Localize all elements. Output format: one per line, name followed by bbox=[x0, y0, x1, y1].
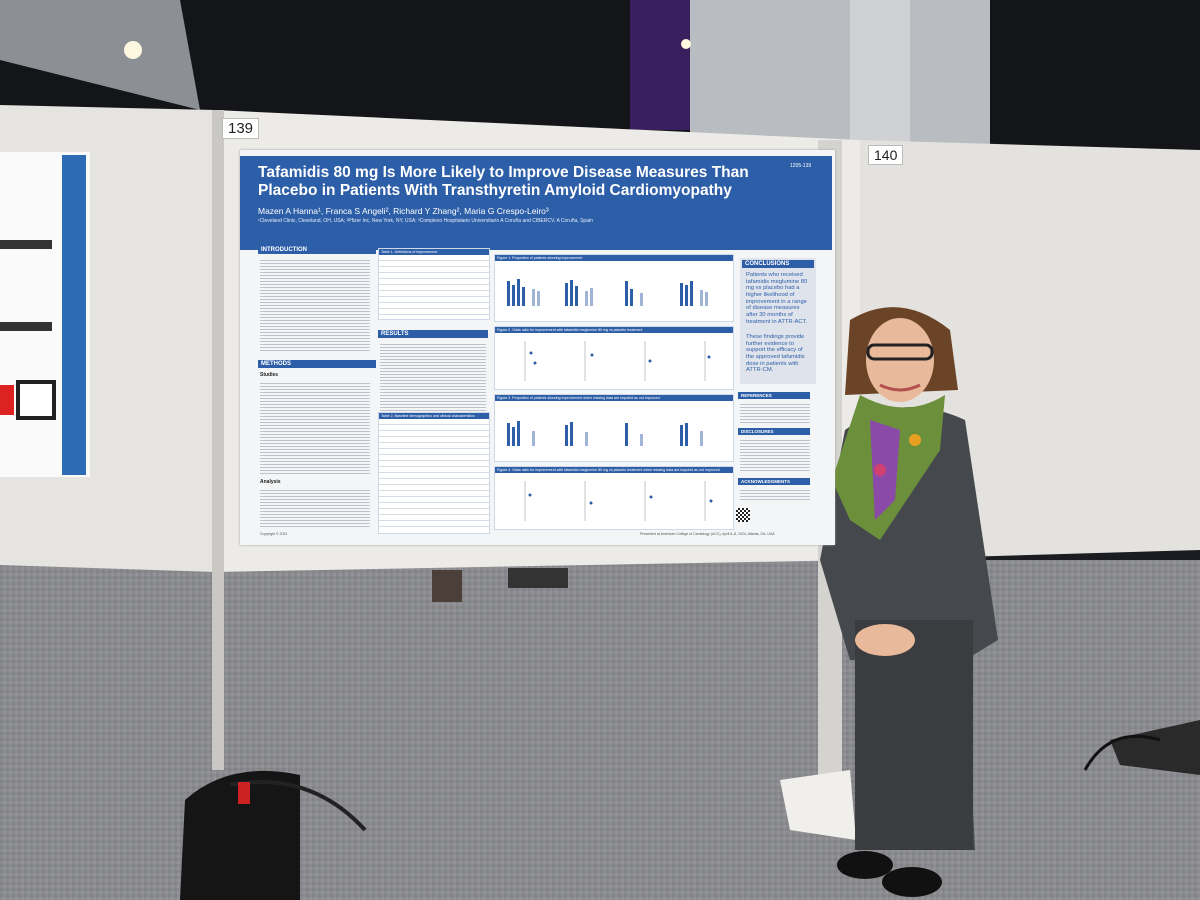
body-text bbox=[380, 342, 486, 412]
conclusions-box bbox=[740, 258, 816, 384]
figure-graphic bbox=[507, 279, 708, 306]
conclusion: Patients who received tafamidis meglumin… bbox=[746, 272, 808, 325]
body-text bbox=[260, 381, 370, 476]
table: Table 1. Definitions of improvement bbox=[378, 248, 490, 320]
figure-title: Figure 3. Proportion of patients showing… bbox=[495, 395, 733, 401]
figure: Figure 3. Proportion of patients showing… bbox=[494, 394, 734, 462]
body-text bbox=[740, 402, 810, 424]
poster-id: 1205-139 bbox=[790, 163, 812, 169]
section-header: REFERENCES bbox=[738, 392, 810, 399]
table-title: Table 2. Baseline demographics and clini… bbox=[379, 413, 489, 419]
figure-graphic bbox=[507, 421, 703, 446]
poster: Tafamidis 80 mg Is More Likely to Improv… bbox=[240, 150, 835, 545]
figure-graphic bbox=[524, 341, 711, 381]
body-text bbox=[740, 488, 810, 500]
section-header: INTRODUCTION bbox=[258, 246, 376, 254]
poster-header bbox=[240, 156, 832, 250]
section-header: ACKNOWLEDGMENTS bbox=[738, 478, 810, 485]
booth-number: 139 bbox=[222, 118, 260, 140]
table: Table 2. Baseline demographics and clini… bbox=[378, 412, 490, 534]
conclusion: These findings provide further evidence … bbox=[746, 334, 805, 374]
section-header: DISCLOSURES bbox=[738, 428, 810, 435]
figure: Figure 4. Odds ratio for improvement wit… bbox=[494, 466, 734, 530]
copyright: Copyright © 2024 bbox=[260, 532, 288, 536]
poster-footer: Presented at American College of Cardiol… bbox=[640, 532, 775, 536]
figure: Figure 2. Odds ratio for improvement wit… bbox=[494, 326, 734, 390]
table-title: Table 1. Definitions of improvement bbox=[379, 249, 489, 255]
body-text bbox=[260, 258, 370, 353]
figure-title: Figure 4. Odds ratio for improvement wit… bbox=[495, 467, 733, 473]
authors: Mazen A Hanna¹, Franca S Angeli², Richar… bbox=[258, 206, 549, 216]
figure: Figure 1. Proportion of patients showing… bbox=[494, 254, 734, 322]
qr-code bbox=[736, 508, 750, 522]
subheading: Studies bbox=[260, 372, 279, 378]
body-text bbox=[260, 488, 370, 528]
section-header: CONCLUSIONS bbox=[742, 260, 814, 268]
figure-title: Figure 2. Odds ratio for improvement wit… bbox=[495, 327, 733, 333]
affiliations: ¹Cleveland Clinic, Cleveland, OH, USA; ²… bbox=[258, 218, 593, 224]
body-text bbox=[740, 438, 810, 473]
section-header: RESULTS bbox=[378, 330, 488, 338]
figure-title: Figure 1. Proportion of patients showing… bbox=[495, 255, 733, 261]
figure-graphic bbox=[524, 481, 713, 521]
person bbox=[820, 307, 998, 897]
section-header: METHODS bbox=[258, 360, 376, 368]
booth-number: 140 bbox=[868, 145, 904, 166]
subheading: Analysis bbox=[260, 479, 281, 485]
poster-title: Tafamidis 80 mg Is More Likely to Improv… bbox=[258, 164, 749, 199]
